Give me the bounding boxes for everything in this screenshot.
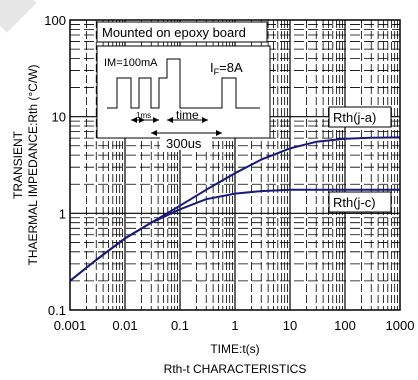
arrowhead bbox=[131, 117, 137, 123]
series-label-rth-jc: Rth(j-c) bbox=[333, 195, 376, 210]
x-tick-label: 0.1 bbox=[171, 318, 189, 333]
tick-labels: 0.001 0.01 0.1 1 10 100 1000 0.1 1 10 100 bbox=[44, 13, 414, 333]
x-tick-label: 1000 bbox=[386, 318, 415, 333]
legend-rth-jc: Rth(j-c) bbox=[328, 191, 392, 213]
x-axis-label: TIME:t(s) bbox=[210, 342, 259, 356]
period-label-bg bbox=[160, 136, 212, 150]
arrowhead bbox=[216, 130, 222, 136]
x-tick-label: 0.001 bbox=[54, 318, 87, 333]
y-axis-label-line1: TRANSIENT bbox=[11, 130, 25, 199]
arrowhead bbox=[167, 117, 173, 123]
im-label: IM=100mA bbox=[104, 57, 158, 69]
plot-frame bbox=[69, 19, 401, 311]
arrowhead bbox=[153, 117, 159, 123]
series-curves bbox=[69, 136, 401, 282]
if-label: IF=8A bbox=[210, 60, 243, 77]
condition-label: Mounted on epoxy board bbox=[102, 25, 246, 40]
y-tick-label: 100 bbox=[44, 13, 66, 28]
pulse-diagram-box bbox=[96, 45, 271, 139]
pulse-waveform bbox=[107, 58, 260, 109]
arrowhead bbox=[202, 117, 208, 123]
y-tick-label: 0.1 bbox=[48, 303, 66, 318]
legend-rth-ja: Rth(j-a) bbox=[328, 106, 392, 128]
period-label: 300us bbox=[166, 136, 202, 151]
chart-title: Rth-t CHARACTERISTICS bbox=[164, 362, 307, 376]
inset-test-condition: Mounted on epoxy board IM=100mA IF=8A 1m… bbox=[96, 21, 271, 151]
x-tick-label: 0.01 bbox=[112, 318, 137, 333]
series-line-rth-jc bbox=[69, 188, 400, 282]
condition-box bbox=[96, 21, 268, 43]
x-tick-label: 10 bbox=[283, 318, 297, 333]
arrowhead bbox=[151, 130, 157, 136]
arrowhead bbox=[139, 117, 145, 123]
time-label: time bbox=[176, 108, 199, 122]
pulse-width-label: 1ms bbox=[136, 111, 151, 120]
y-tick-label: 10 bbox=[52, 110, 66, 125]
y-tick-label: 1 bbox=[59, 206, 66, 221]
series-label-rth-ja: Rth(j-a) bbox=[333, 110, 376, 125]
x-tick-label: 100 bbox=[334, 318, 356, 333]
y-axis-label-line2: THAERMAL IMPEDANCE:Rth (°C/W) bbox=[26, 64, 40, 265]
x-tick-label: 1 bbox=[231, 318, 238, 333]
